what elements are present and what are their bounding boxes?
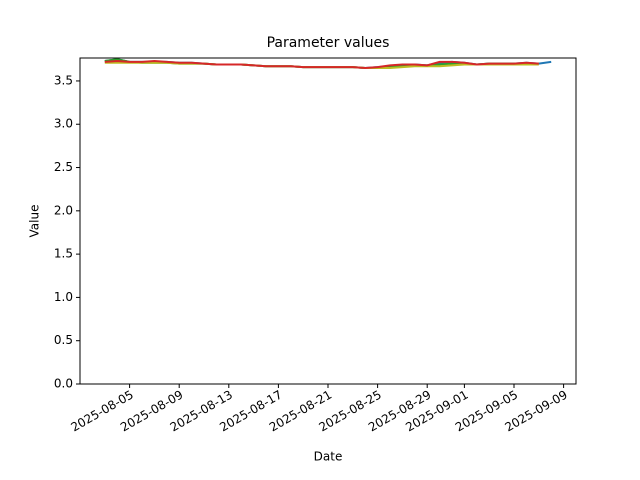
- data-line: [104, 60, 539, 69]
- y-tick-label: 1.0: [54, 290, 73, 304]
- y-tick-label: 1.5: [54, 247, 73, 261]
- y-axis-label: Value: [28, 205, 42, 238]
- y-tick-label: 2.0: [54, 203, 73, 217]
- y-tick-label: 3.0: [54, 117, 73, 131]
- y-tick-label: 3.5: [54, 73, 73, 87]
- chart-title: Parameter values: [267, 35, 390, 51]
- x-axis-label: Date: [314, 450, 343, 464]
- y-tick-label: 0.5: [54, 333, 73, 347]
- plot-frame: [79, 57, 577, 385]
- y-tick-label: 2.5: [54, 160, 73, 174]
- y-tick-label: 0.0: [54, 377, 73, 391]
